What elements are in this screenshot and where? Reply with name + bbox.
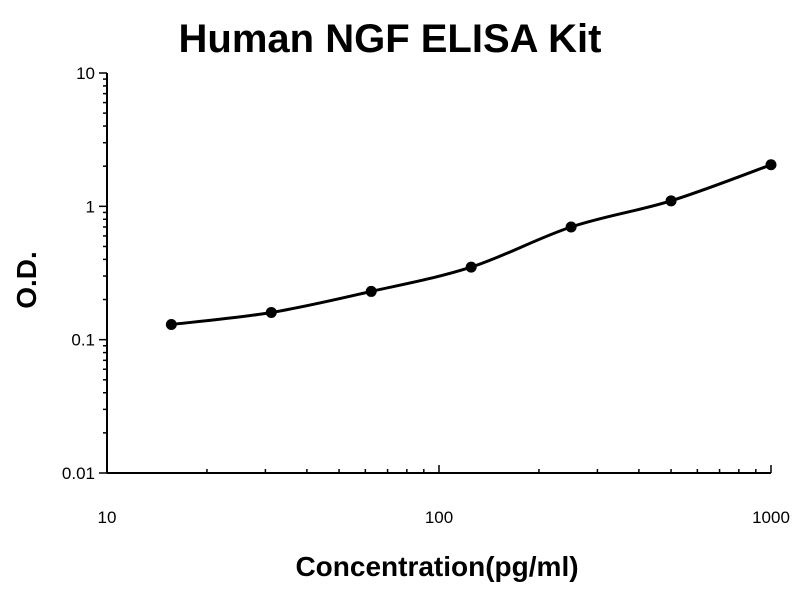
data-points: [165, 159, 777, 330]
x-tick-label: 100: [425, 508, 453, 527]
data-point: [665, 195, 677, 207]
y-tick-label: 0.01: [62, 464, 95, 483]
data-point: [565, 221, 577, 233]
chart-title: Human NGF ELISA Kit: [179, 17, 602, 61]
axis-tick-labels: 0.01 0.1 1 10 10 100 1000: [62, 64, 790, 527]
y-axis-label: O.D.: [11, 251, 42, 309]
y-tick-label: 0.1: [71, 331, 95, 350]
y-tick-label: 10: [76, 64, 95, 83]
axis-ticks: [99, 72, 772, 474]
data-point: [265, 306, 277, 318]
data-point: [465, 261, 477, 273]
x-tick-label: 10: [98, 508, 117, 527]
plot-area: 0.01 0.1 1 10 10 100 1000: [62, 64, 790, 527]
data-point: [365, 285, 377, 297]
x-tick-label: 1000: [752, 508, 790, 527]
y-tick-label: 1: [86, 197, 95, 216]
data-point: [765, 159, 777, 171]
fit-curve: [171, 163, 772, 326]
x-axis-label: Concentration(pg/ml): [295, 551, 578, 582]
data-point: [165, 318, 177, 330]
